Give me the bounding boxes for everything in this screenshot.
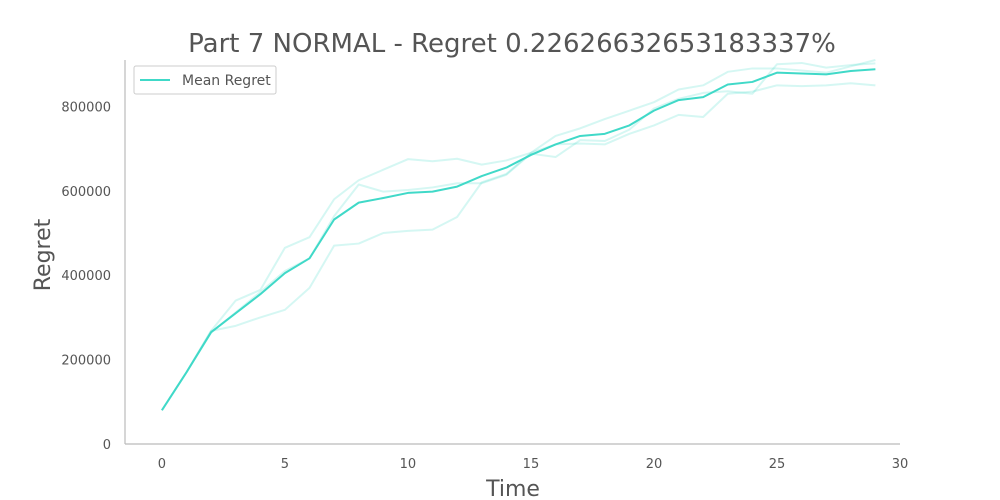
y-axis-title: Regret [31,218,56,291]
x-tick-label: 30 [892,457,909,472]
x-axis-title: Time [485,477,540,500]
x-tick-label: 20 [646,457,663,472]
axes [124,60,900,445]
x-tick-label: 5 [281,457,289,472]
y-tick-label: 400000 [61,269,111,284]
run-line-1 [161,59,876,411]
x-axis-ticks: 0 5 10 15 20 25 30 [158,457,909,472]
legend: Mean Regret [133,65,277,95]
y-tick-label: 200000 [61,354,111,369]
y-tick-label: 600000 [61,185,111,200]
chart-title: Part 7 NORMAL - Regret 0.226266326531833… [188,29,836,59]
individual-runs [161,59,876,411]
y-tick-label: 0 [103,438,111,453]
y-tick-label: 800000 [61,100,111,115]
run-line-2 [161,61,876,411]
y-axis-ticks: 0 200000 400000 600000 800000 [61,100,111,453]
x-tick-label: 25 [769,457,786,472]
x-tick-label: 15 [523,457,540,472]
mean-regret-line [161,68,876,411]
legend-box [133,65,277,95]
x-tick-label: 10 [400,457,417,472]
legend-label-mean-regret: Mean Regret [182,73,271,89]
x-tick-label: 0 [158,457,166,472]
run-line-3 [161,82,876,411]
mean-series [161,68,876,411]
